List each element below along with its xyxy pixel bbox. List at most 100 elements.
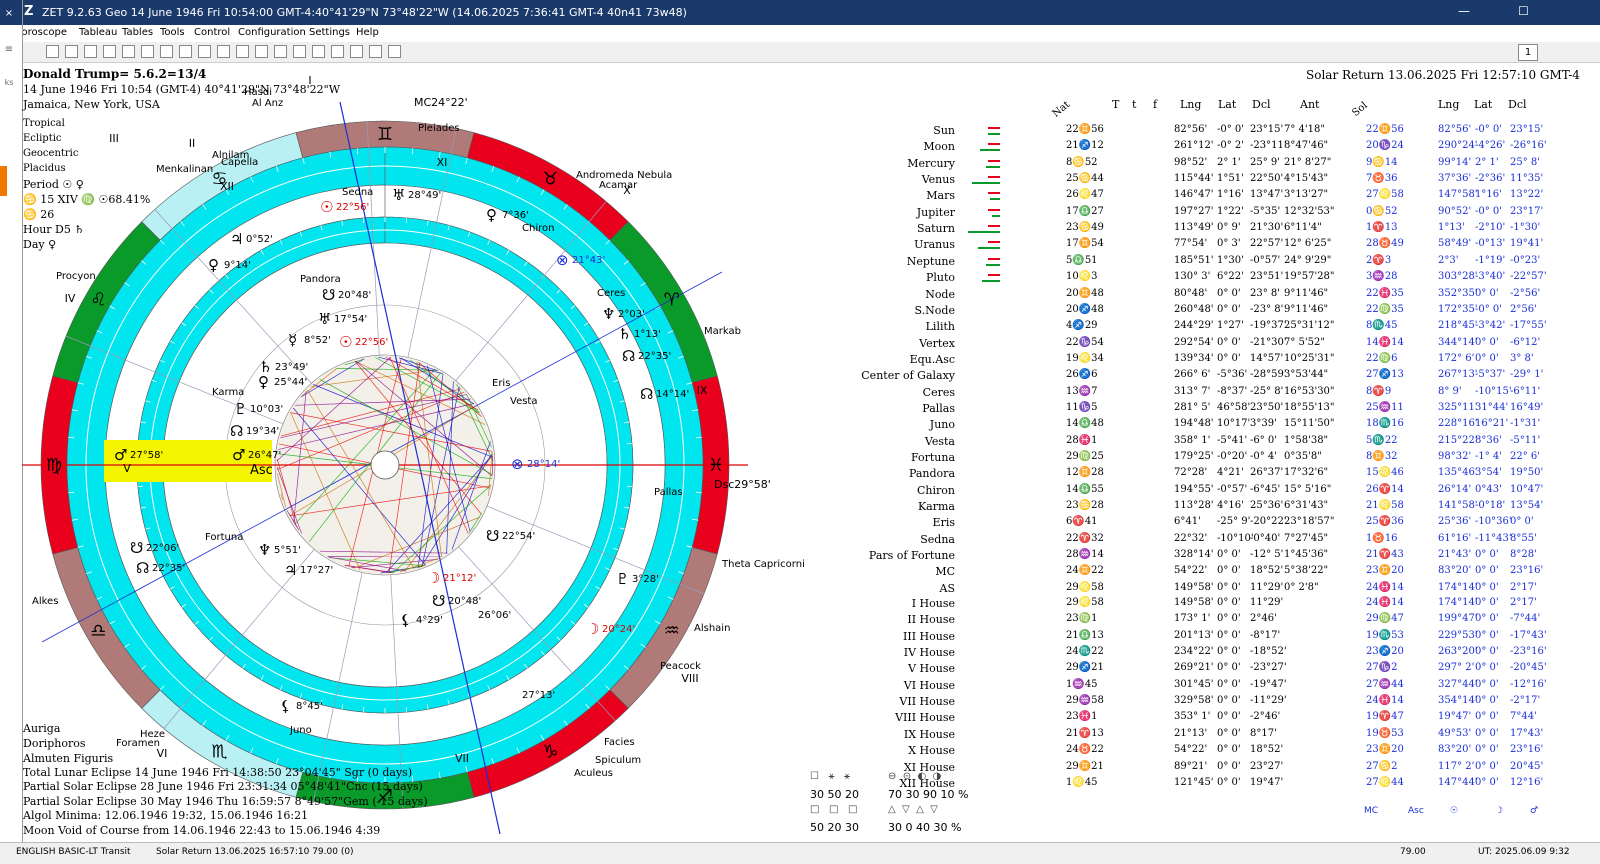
- toolbar-tool-icon[interactable]: [103, 45, 116, 58]
- row-label[interactable]: Fortuna: [910, 451, 955, 464]
- menu-item-control[interactable]: Control: [194, 27, 231, 38]
- toolbar-tool-icon[interactable]: [388, 45, 401, 58]
- toolbar-tool-icon[interactable]: [84, 45, 97, 58]
- planet-glyph[interactable]: ♀: [258, 373, 269, 391]
- planet-glyph[interactable]: ☋: [322, 286, 335, 304]
- row-label[interactable]: Uranus: [914, 238, 955, 252]
- menu-icon[interactable]: ≡: [4, 44, 14, 55]
- orb-values-2[interactable]: 50 20 30: [810, 821, 859, 834]
- row-label[interactable]: XI House: [903, 760, 955, 774]
- planet-glyph[interactable]: ☊: [640, 385, 653, 403]
- planet-glyph[interactable]: ♆: [602, 305, 615, 323]
- planet-glyph[interactable]: ☋: [130, 539, 143, 557]
- menu-item-settings[interactable]: Settings: [309, 27, 351, 38]
- row-label[interactable]: II House: [907, 613, 955, 627]
- orb-values-3[interactable]: 70 30 90 10 %: [888, 788, 969, 801]
- chart-mode-icon[interactable]: ☉: [1450, 806, 1459, 816]
- row-label[interactable]: Neptune: [906, 254, 955, 268]
- planet-glyph[interactable]: ♃: [230, 230, 243, 248]
- toolbar-tool-icon[interactable]: [331, 45, 344, 58]
- planet-glyph[interactable]: ☊: [230, 422, 243, 440]
- toolbar-tool-icon[interactable]: [122, 45, 135, 58]
- planet-glyph[interactable]: ⚸: [400, 611, 411, 629]
- planet-glyph[interactable]: ♂: [114, 446, 127, 464]
- minimize-button[interactable]: —: [1458, 4, 1470, 18]
- menu-item-horoscope[interactable]: Horoscope: [14, 27, 67, 38]
- row-label[interactable]: Moon: [923, 140, 955, 154]
- planet-glyph[interactable]: ☉: [320, 198, 333, 216]
- row-label[interactable]: Juno: [929, 418, 955, 432]
- toolbar-tool-icon[interactable]: [141, 45, 154, 58]
- chart-mode-icon[interactable]: MC: [1364, 806, 1379, 816]
- row-label[interactable]: IV House: [903, 646, 955, 660]
- planet-glyph[interactable]: ☉: [339, 333, 352, 351]
- row-label[interactable]: Pluto: [925, 271, 955, 285]
- menu-item-tableau[interactable]: Tableau: [79, 27, 118, 38]
- planet-glyph[interactable]: ☋: [432, 592, 445, 610]
- maximize-button[interactable]: ☐: [1518, 4, 1529, 18]
- toolbar-tool-icon[interactable]: [160, 45, 173, 58]
- planet-glyph[interactable]: ⊗: [556, 251, 569, 269]
- row-label[interactable]: Jupiter: [916, 205, 955, 219]
- row-label[interactable]: Vesta: [924, 434, 955, 448]
- row-label[interactable]: Equ.Asc: [909, 352, 955, 366]
- planet-glyph[interactable]: ♇: [234, 400, 247, 418]
- toolbar-tool-icon[interactable]: [312, 45, 325, 58]
- chart-mode-icon[interactable]: ♂: [1530, 806, 1539, 816]
- planet-glyph[interactable]: ♆: [258, 541, 271, 559]
- planet-glyph[interactable]: ☿: [288, 331, 297, 349]
- toolbar-tool-icon[interactable]: [255, 45, 268, 58]
- row-label[interactable]: XII House: [899, 776, 955, 790]
- orb-values-4[interactable]: 30 0 40 30 %: [888, 821, 962, 834]
- chart-mode-icon[interactable]: ☽: [1495, 806, 1504, 816]
- planet-glyph[interactable]: ♅: [392, 186, 405, 204]
- zoom-input[interactable]: 1: [1518, 44, 1538, 61]
- row-label[interactable]: Pars of Fortune: [868, 549, 955, 563]
- row-label[interactable]: Eris: [932, 516, 955, 530]
- planet-glyph[interactable]: ☊: [136, 559, 149, 577]
- row-label[interactable]: Sedna: [920, 532, 955, 546]
- planet-glyph[interactable]: ♇: [616, 570, 629, 588]
- row-label[interactable]: MC: [935, 565, 955, 579]
- chart-mode-icon[interactable]: Asc: [1408, 806, 1424, 816]
- menu-item-tools[interactable]: Tools: [160, 27, 185, 38]
- toolbar-tool-icon[interactable]: [46, 45, 59, 58]
- planet-glyph[interactable]: ♀: [208, 256, 219, 274]
- row-label[interactable]: X House: [908, 744, 955, 758]
- row-label[interactable]: Ceres: [922, 385, 955, 399]
- planet-glyph[interactable]: ♂: [232, 446, 245, 464]
- toolbar-tool-icon[interactable]: [179, 45, 192, 58]
- row-label[interactable]: Center of Galaxy: [861, 369, 955, 383]
- row-label[interactable]: IX House: [903, 727, 955, 741]
- planet-glyph[interactable]: ⊗: [511, 455, 524, 473]
- menu-item-configuration[interactable]: Configuration: [238, 27, 306, 38]
- row-label[interactable]: Sun: [933, 124, 955, 137]
- row-label[interactable]: V House: [908, 662, 955, 676]
- planet-glyph[interactable]: ♄: [618, 325, 631, 343]
- toolbar-tool-icon[interactable]: [369, 45, 382, 58]
- row-label[interactable]: Pallas: [922, 401, 955, 415]
- row-label[interactable]: Venus: [921, 173, 955, 187]
- row-label[interactable]: Pandora: [908, 467, 955, 481]
- menu-item-help[interactable]: Help: [356, 27, 379, 38]
- planet-glyph[interactable]: ☽: [427, 569, 440, 587]
- close-pane-icon[interactable]: ×: [4, 8, 14, 19]
- row-label[interactable]: VI House: [903, 678, 955, 692]
- row-label[interactable]: Karma: [917, 500, 955, 514]
- row-label[interactable]: Lilith: [925, 320, 955, 334]
- planet-glyph[interactable]: ☋: [486, 527, 499, 545]
- toolbar-tool-icon[interactable]: [350, 45, 363, 58]
- row-label[interactable]: S.Node: [914, 303, 955, 317]
- planet-glyph[interactable]: ♀: [486, 206, 497, 224]
- row-label[interactable]: VIII House: [895, 711, 955, 725]
- row-label[interactable]: Saturn: [917, 222, 955, 236]
- row-label[interactable]: Node: [925, 287, 955, 301]
- toolbar-tool-icon[interactable]: [217, 45, 230, 58]
- planet-glyph[interactable]: ♅: [318, 310, 331, 328]
- row-label[interactable]: VII House: [899, 695, 955, 709]
- row-label[interactable]: Chiron: [917, 483, 955, 497]
- row-label[interactable]: I House: [911, 597, 955, 610]
- planet-glyph[interactable]: ☽: [586, 620, 599, 638]
- planet-glyph[interactable]: ⚸: [280, 697, 291, 715]
